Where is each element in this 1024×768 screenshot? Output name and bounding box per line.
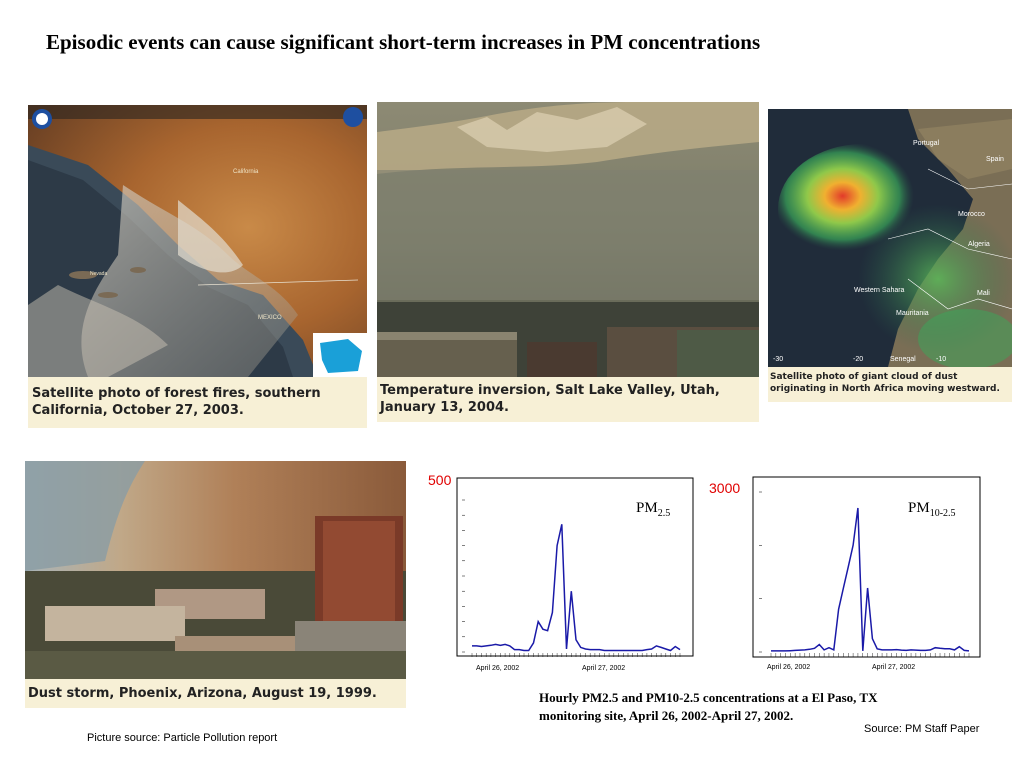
series-line (771, 507, 970, 652)
pm25-x-label-day1: April 26, 2002 (476, 665, 519, 672)
map-label-mauritania: Mauritania (896, 310, 929, 317)
nasa-logo-icon (343, 107, 363, 127)
inversion-panel: Temperature inversion, Salt Lake Valley,… (377, 102, 759, 422)
map-label-spain: Spain (986, 156, 1004, 163)
africa-dust-panel: Portugal Spain Morocco Algeria Western S… (768, 109, 1012, 402)
pm25-chart-svg: 500 PM2.5 April 26, 2002 April 27, 2002 (428, 472, 694, 672)
source-left: Picture source: Particle Pollution repor… (87, 732, 278, 744)
africa-dust-caption: Satellite photo of giant cloud of dust o… (770, 372, 1000, 394)
inversion-photo-image (377, 102, 759, 377)
map-label-senegal: Senegal (890, 356, 916, 363)
source-right: Source: PM Staff Paper (864, 723, 980, 735)
map-label-mali: Mali (977, 290, 990, 297)
pm10-x-label-day1: April 26, 2002 (767, 664, 810, 671)
africa-dust-satellite-image: Portugal Spain Morocco Algeria Western S… (768, 109, 1012, 367)
lon-tick-label: -30 (773, 356, 783, 363)
forest-fires-caption: Satellite photo of forest fires, souther… (32, 386, 321, 419)
phoenix-caption: Dust storm, Phoenix, Arizona, August 19,… (28, 686, 377, 701)
pm25-x-label-day2: April 27, 2002 (582, 665, 625, 672)
map-label-nevada: Nevada (90, 271, 107, 277)
pm10-x-label-day2: April 27, 2002 (872, 664, 915, 671)
series-line (472, 524, 681, 652)
pm10-chart-svg: 3000 PM10-2.5 April 26, 2002 April 27, 2… (709, 476, 981, 671)
pm25-series-label: PM2.5 (636, 500, 670, 519)
forest-fires-satellite-image: California MEXICO Nevada (28, 105, 367, 377)
pm10-chart: 3000 PM10-2.5 April 26, 2002 April 27, 2… (703, 470, 983, 675)
map-label-california: California (233, 169, 259, 175)
map-label-algeria: Algeria (968, 241, 990, 248)
map-label-western-sahara: Western Sahara (854, 287, 905, 294)
lon-tick-label: -10 (936, 356, 946, 363)
pm25-chart: 500 PM2.5 April 26, 2002 April 27, 2002 (424, 470, 696, 675)
slide-title: Episodic events can cause significant sh… (46, 30, 761, 54)
pm25-ymax-label: 500 (428, 472, 452, 488)
map-label-morocco: Morocco (958, 211, 985, 218)
forest-fires-panel: California MEXICO Nevada Satellite photo… (28, 105, 367, 428)
phoenix-panel: Dust storm, Phoenix, Arizona, August 19,… (25, 461, 406, 708)
chart-caption: Hourly PM2.5 and PM10-2.5 concentrations… (539, 690, 878, 723)
inversion-caption: Temperature inversion, Salt Lake Valley,… (380, 383, 720, 416)
map-label-portugal: Portugal (913, 140, 940, 147)
pm10-series-label: PM10-2.5 (908, 500, 956, 519)
phoenix-dust-storm-image (25, 461, 406, 679)
pm10-ymax-label: 3000 (709, 480, 740, 496)
map-label-mexico: MEXICO (258, 315, 282, 321)
lon-tick-label: -20 (853, 356, 863, 363)
pm10-plot-frame (752, 476, 981, 658)
